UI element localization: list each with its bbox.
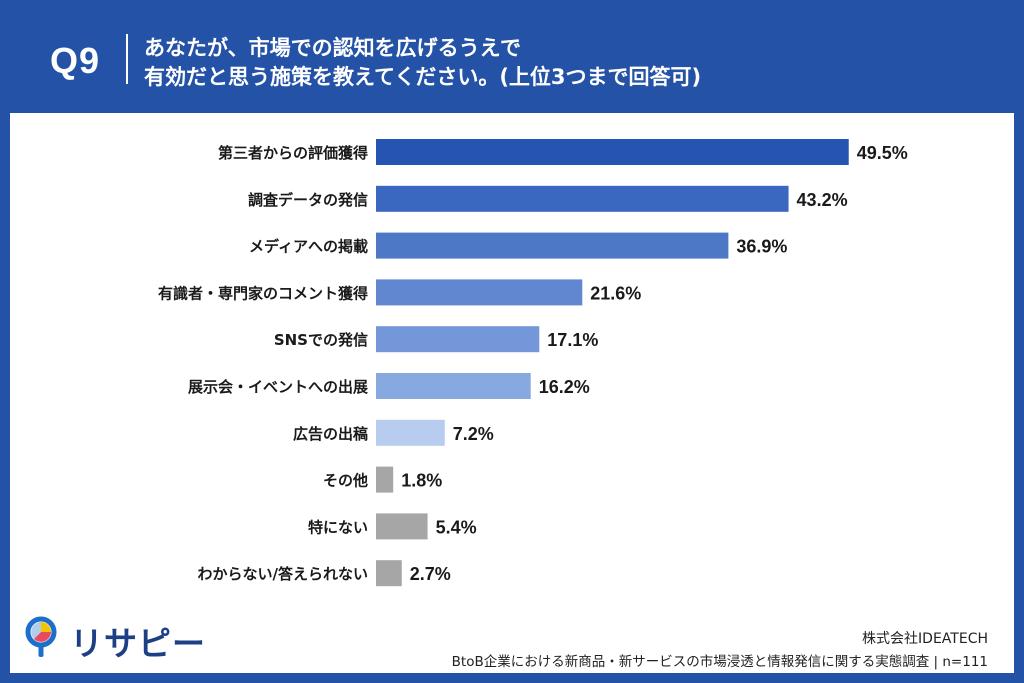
question-line-1: あなたが、市場での認知を広げるうえで — [144, 36, 521, 60]
category-label: 特にない — [308, 518, 368, 536]
category-label: メディアへの掲載 — [249, 238, 368, 256]
category-label: わからない/答えられない — [198, 565, 368, 583]
category-label: 有識者・専門家のコメント獲得 — [158, 284, 368, 302]
footer-company: 株式会社IDEATECH — [862, 631, 988, 647]
bar — [376, 373, 531, 399]
bar — [376, 185, 789, 212]
question-line-2: 有効だと思う施策を教えてください。(上位3つまで回答可) — [144, 65, 702, 89]
category-label: 広告の出稿 — [293, 425, 368, 443]
bar — [376, 466, 394, 493]
value-label: 7.2% — [453, 424, 494, 444]
divider — [126, 34, 128, 84]
value-label: 49.5% — [857, 143, 908, 163]
question-number: Q9 — [50, 40, 101, 81]
value-label: 43.2% — [797, 190, 848, 210]
value-label: 2.7% — [410, 564, 451, 584]
bar — [376, 513, 428, 540]
value-label: 5.4% — [436, 517, 477, 537]
bar — [376, 560, 402, 587]
value-label: 16.2% — [539, 377, 590, 397]
bar — [376, 279, 583, 306]
bar — [376, 419, 445, 446]
category-label: 調査データの発信 — [248, 191, 368, 209]
bar — [376, 139, 849, 165]
footer-survey: BtoB企業における新商品・新サービスの市場浸透と情報発信に関する実態調査 | … — [451, 654, 988, 670]
value-label: 17.1% — [547, 330, 598, 350]
value-label: 21.6% — [590, 283, 641, 303]
category-label: SNSでの発信 — [274, 331, 368, 349]
bar — [376, 326, 540, 353]
category-label: その他 — [323, 472, 368, 490]
category-label: 展示会・イベントへの出展 — [188, 378, 368, 396]
question-text: あなたが、市場での認知を広げるうえで 有効だと思う施策を教えてください。(上位3… — [144, 34, 701, 92]
value-label: 36.9% — [736, 237, 787, 257]
header: Q9 あなたが、市場での認知を広げるうえで 有効だと思う施策を教えてください。(… — [0, 0, 1024, 110]
bar — [376, 232, 729, 259]
category-label: 第三者からの評価獲得 — [218, 144, 368, 162]
value-label: 1.8% — [401, 471, 442, 491]
logo-wordmark: リサピー — [70, 624, 206, 663]
risapy-logo-icon — [25, 616, 57, 657]
